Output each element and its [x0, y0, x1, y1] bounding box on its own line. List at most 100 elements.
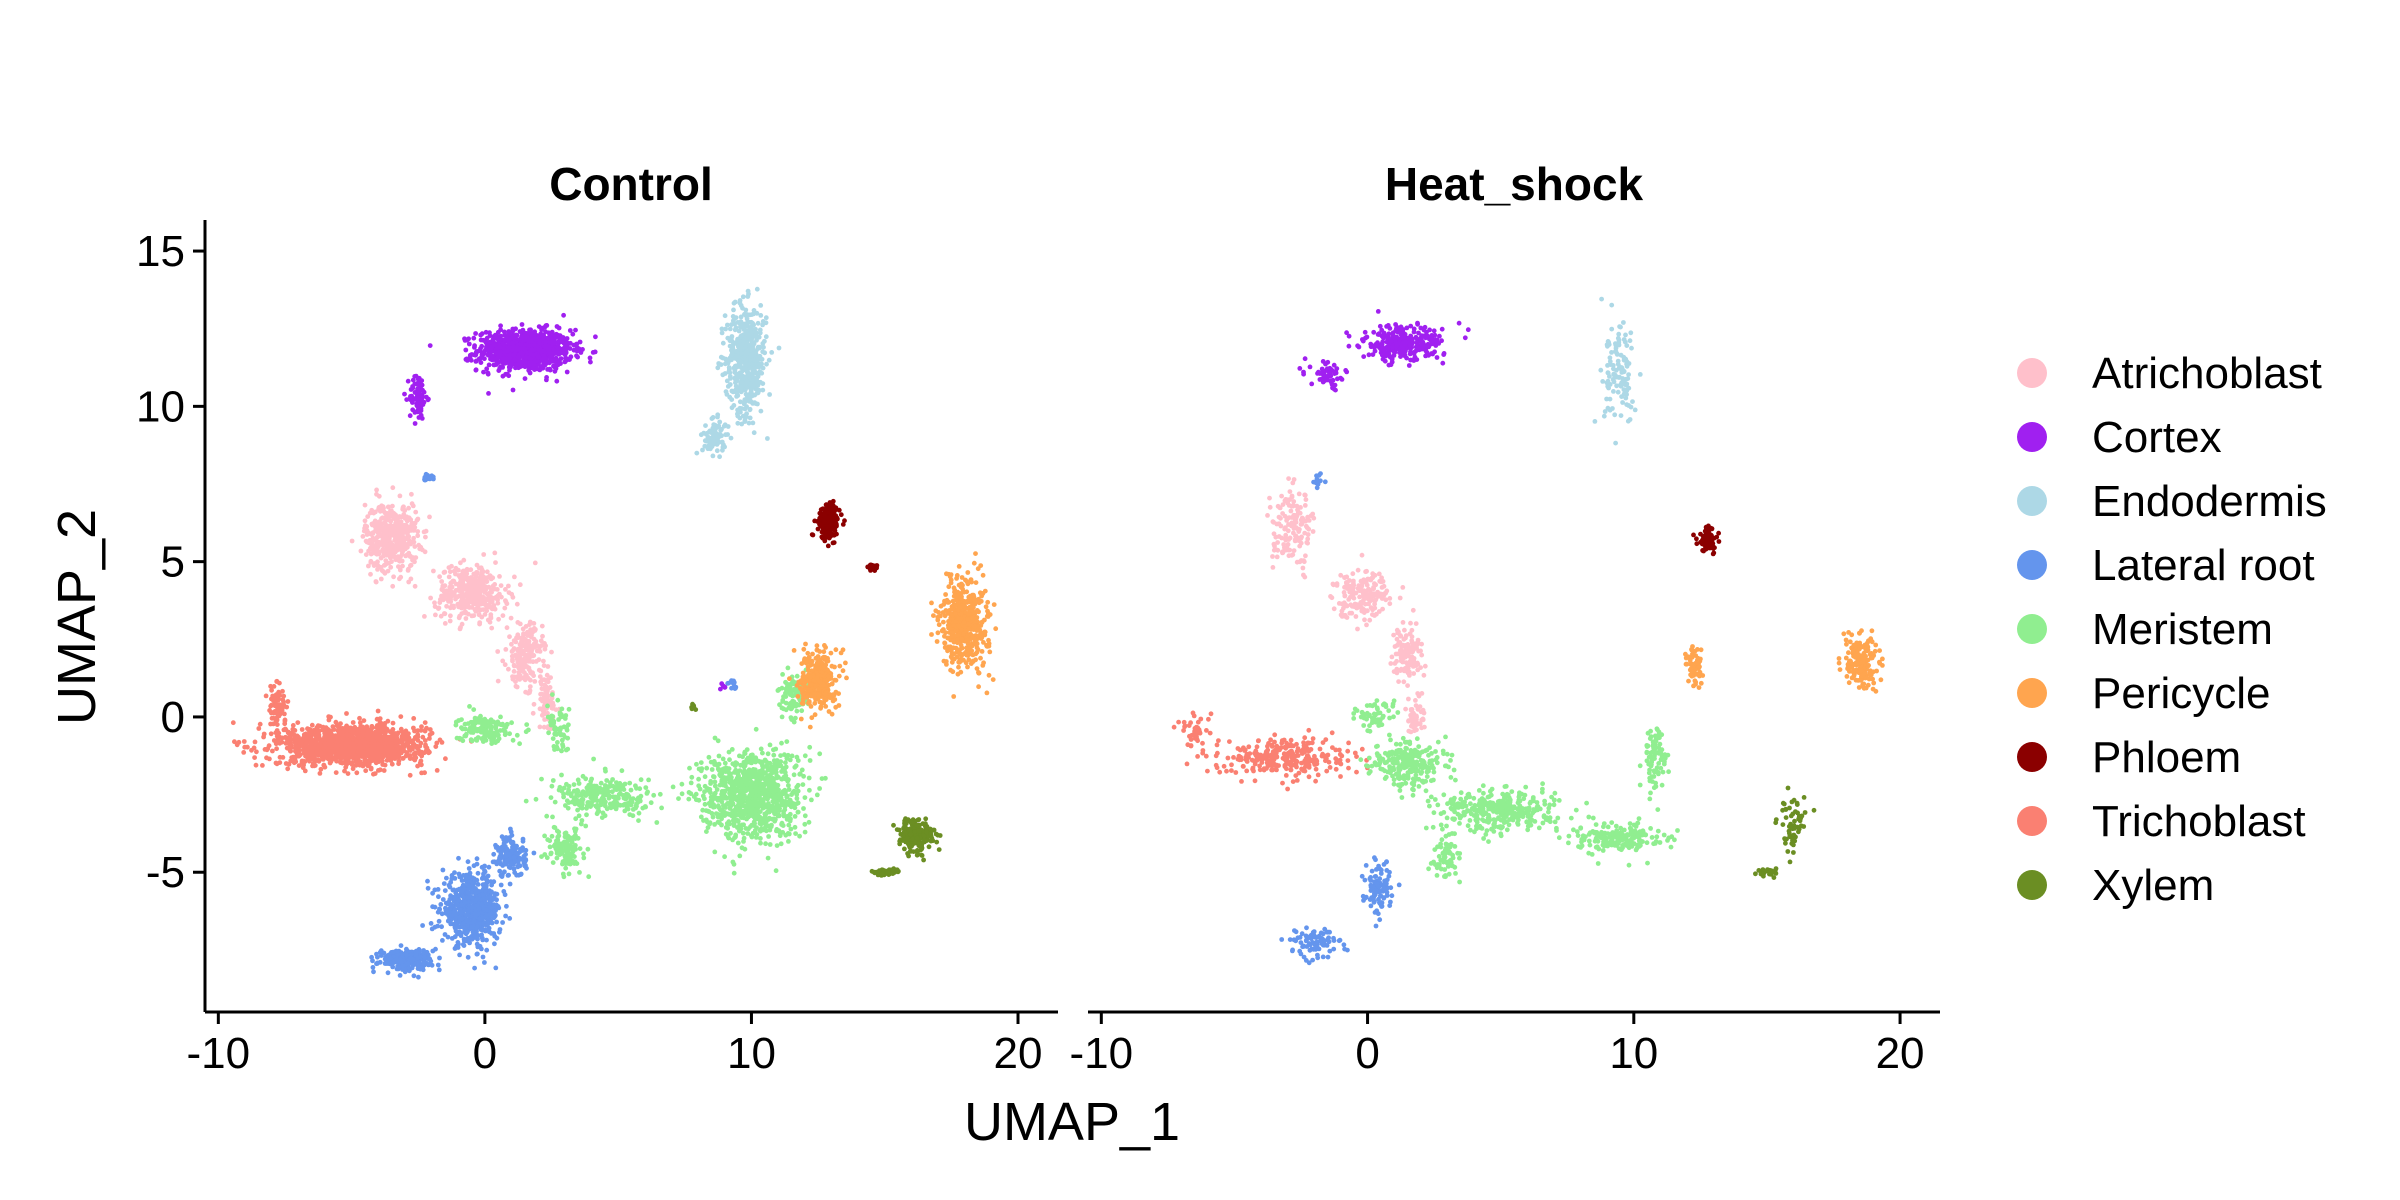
- data-point: [722, 371, 728, 376]
- data-point: [755, 320, 761, 326]
- data-point: [469, 579, 475, 585]
- data-point: [437, 955, 442, 961]
- data-point: [490, 583, 496, 589]
- data-point: [423, 528, 429, 534]
- data-point: [511, 333, 516, 339]
- data-point: [746, 372, 752, 378]
- data-point: [543, 361, 549, 366]
- data-point: [776, 345, 782, 351]
- data-point: [479, 946, 484, 952]
- data-point: [380, 515, 385, 521]
- data-point: [315, 757, 321, 763]
- data-point: [500, 373, 506, 379]
- data-point: [536, 667, 542, 673]
- data-point: [531, 331, 537, 337]
- data-point: [738, 384, 744, 389]
- data-point: [385, 745, 391, 750]
- data-point: [548, 675, 553, 680]
- data-point: [506, 345, 512, 350]
- data-point: [463, 610, 469, 616]
- data-point: [412, 544, 418, 549]
- data-point: [495, 358, 501, 364]
- data-point: [458, 909, 464, 915]
- data-point: [500, 920, 505, 925]
- data-point: [368, 551, 374, 557]
- data-point: [496, 905, 502, 911]
- data-point: [463, 347, 469, 353]
- data-point: [504, 846, 510, 852]
- data-point: [372, 548, 377, 553]
- data-point: [475, 870, 481, 876]
- data-point: [523, 354, 529, 360]
- data-point: [270, 748, 275, 754]
- data-point: [461, 886, 467, 892]
- data-point: [294, 747, 300, 752]
- data-point: [464, 601, 469, 607]
- data-point: [443, 588, 449, 594]
- data-point: [477, 348, 483, 354]
- data-point: [488, 347, 494, 352]
- data-point: [500, 863, 506, 868]
- data-point: [442, 621, 448, 626]
- data-point: [455, 945, 461, 950]
- data-point: [750, 420, 756, 426]
- data-point: [482, 863, 487, 869]
- data-point: [395, 532, 401, 537]
- data-point: [506, 666, 511, 672]
- data-point: [527, 688, 533, 693]
- data-point: [412, 735, 418, 740]
- data-point: [732, 299, 738, 305]
- data-point: [557, 351, 563, 356]
- data-point: [422, 770, 427, 776]
- data-point: [472, 343, 477, 349]
- data-point: [349, 538, 355, 544]
- data-point: [534, 366, 540, 372]
- data-point: [232, 739, 237, 745]
- data-point: [765, 436, 770, 441]
- data-point: [498, 336, 503, 342]
- data-point: [230, 720, 236, 726]
- data-point: [483, 907, 489, 912]
- data-point: [385, 970, 391, 976]
- data-point: [456, 855, 461, 861]
- data-point: [294, 751, 300, 757]
- data-point: [735, 413, 741, 419]
- data-point: [545, 698, 551, 703]
- data-point: [377, 717, 382, 723]
- data-point: [404, 397, 410, 402]
- data-point: [737, 298, 743, 303]
- data-point: [751, 430, 757, 436]
- data-point: [435, 962, 441, 968]
- data-point: [415, 404, 421, 410]
- data-point: [400, 756, 406, 761]
- data-point: [452, 907, 458, 912]
- data-point: [427, 343, 433, 348]
- data-point: [755, 382, 761, 388]
- data-point: [458, 625, 463, 630]
- data-point: [744, 316, 750, 322]
- data-point: [370, 965, 376, 970]
- data-point: [517, 582, 523, 588]
- data-point: [428, 921, 434, 926]
- data-point: [465, 592, 471, 598]
- data-point: [541, 353, 547, 359]
- data-point: [573, 327, 578, 333]
- data-point: [274, 746, 279, 752]
- data-point: [528, 670, 534, 676]
- data-point: [391, 574, 396, 580]
- data-point: [518, 657, 523, 663]
- data-point: [268, 731, 274, 737]
- data-point: [521, 359, 527, 365]
- data-point: [476, 906, 482, 912]
- data-point: [587, 355, 593, 361]
- data-point: [473, 331, 478, 336]
- data-point: [364, 524, 370, 529]
- data-point: [422, 477, 428, 483]
- data-point: [443, 905, 448, 911]
- data-point: [510, 674, 515, 679]
- data-point: [479, 567, 485, 573]
- data-point: [498, 873, 504, 878]
- data-point: [407, 772, 413, 778]
- data-point: [503, 835, 509, 840]
